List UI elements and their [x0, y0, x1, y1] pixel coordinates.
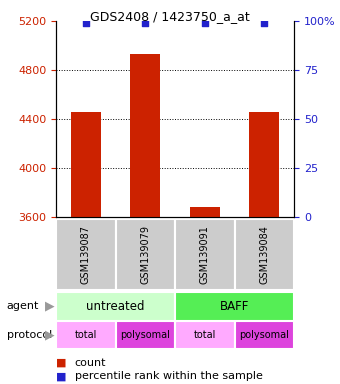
- Bar: [116, 321, 175, 349]
- Bar: [56, 292, 175, 321]
- Bar: [116, 219, 175, 290]
- Bar: [190, 207, 220, 217]
- Bar: [235, 321, 294, 349]
- Text: ■: ■: [56, 358, 67, 368]
- Bar: [175, 219, 235, 290]
- Point: [143, 20, 148, 26]
- Bar: [250, 112, 279, 217]
- Text: agent: agent: [7, 301, 39, 311]
- Text: BAFF: BAFF: [220, 300, 249, 313]
- Bar: [175, 321, 235, 349]
- Bar: [71, 112, 101, 217]
- Text: ▶: ▶: [45, 329, 54, 341]
- Text: polysomal: polysomal: [239, 330, 289, 340]
- Text: ■: ■: [56, 371, 67, 381]
- Text: GDS2408 / 1423750_a_at: GDS2408 / 1423750_a_at: [90, 10, 250, 23]
- Point: [262, 20, 267, 26]
- Text: total: total: [75, 330, 97, 340]
- Text: percentile rank within the sample: percentile rank within the sample: [75, 371, 263, 381]
- Text: untreated: untreated: [86, 300, 145, 313]
- Bar: [235, 219, 294, 290]
- Text: total: total: [194, 330, 216, 340]
- Text: polysomal: polysomal: [120, 330, 170, 340]
- Bar: [175, 292, 294, 321]
- Bar: [56, 321, 116, 349]
- Text: protocol: protocol: [7, 330, 52, 340]
- Text: count: count: [75, 358, 106, 368]
- Text: ▶: ▶: [45, 300, 54, 313]
- Point: [202, 20, 207, 26]
- Bar: [56, 219, 116, 290]
- Bar: [131, 54, 160, 217]
- Text: GSM139087: GSM139087: [81, 225, 91, 284]
- Point: [83, 20, 88, 26]
- Text: GSM139084: GSM139084: [259, 225, 269, 284]
- Text: GSM139079: GSM139079: [140, 225, 150, 284]
- Text: GSM139091: GSM139091: [200, 225, 210, 284]
